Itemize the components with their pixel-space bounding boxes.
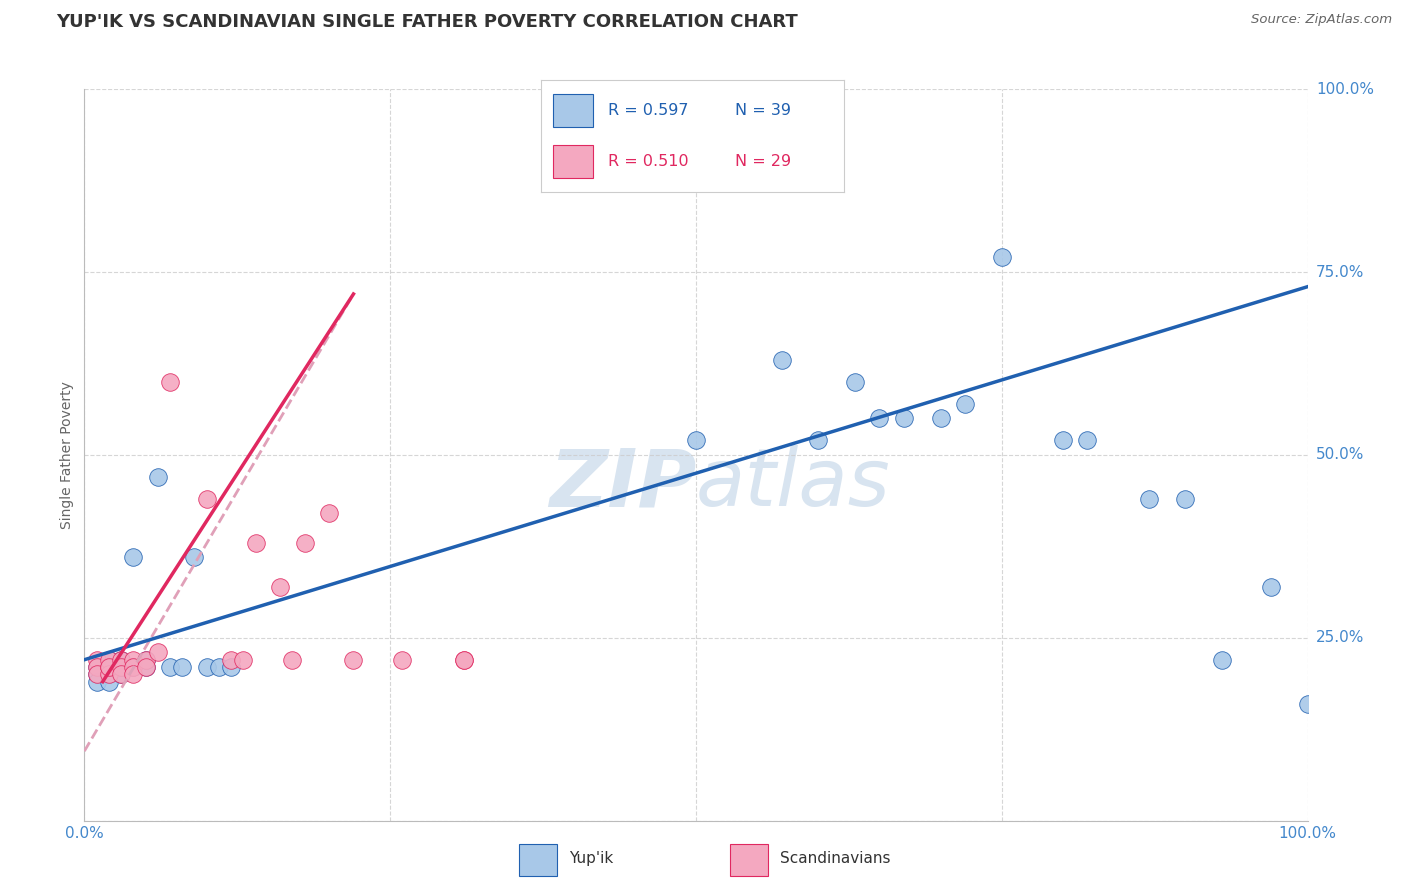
Point: [110, 660, 132, 674]
Point: [86, 674, 108, 689]
Point: [135, 660, 157, 674]
Point: [318, 507, 340, 521]
Point: [990, 251, 1012, 265]
FancyBboxPatch shape: [554, 145, 593, 178]
Text: atlas: atlas: [696, 445, 891, 524]
Point: [685, 434, 707, 448]
Text: Scandinavians: Scandinavians: [780, 851, 891, 866]
Text: YUP'IK VS SCANDINAVIAN SINGLE FATHER POVERTY CORRELATION CHART: YUP'IK VS SCANDINAVIAN SINGLE FATHER POV…: [56, 13, 799, 31]
Point: [86, 660, 108, 674]
Point: [269, 580, 291, 594]
Text: Yup'ik: Yup'ik: [569, 851, 613, 866]
Point: [86, 667, 108, 681]
Point: [391, 653, 413, 667]
Point: [97, 653, 120, 667]
Text: N = 29: N = 29: [735, 154, 792, 169]
Point: [122, 667, 145, 681]
Point: [122, 653, 145, 667]
Point: [135, 653, 157, 667]
Point: [245, 535, 267, 549]
FancyBboxPatch shape: [519, 844, 557, 876]
Point: [1137, 491, 1160, 506]
Point: [122, 660, 145, 674]
Point: [232, 653, 254, 667]
Point: [1211, 653, 1233, 667]
Point: [770, 352, 793, 367]
Text: 50.0%: 50.0%: [1316, 448, 1364, 462]
Point: [1174, 491, 1197, 506]
Point: [146, 645, 169, 659]
Point: [1296, 697, 1319, 711]
Point: [97, 660, 120, 674]
Point: [110, 667, 132, 681]
Point: [159, 375, 181, 389]
Point: [146, 470, 169, 484]
Point: [122, 660, 145, 674]
Point: [453, 653, 475, 667]
Point: [97, 667, 120, 681]
Point: [1076, 434, 1098, 448]
Text: R = 0.510: R = 0.510: [607, 154, 689, 169]
Point: [110, 660, 132, 674]
FancyBboxPatch shape: [730, 844, 768, 876]
Point: [195, 491, 218, 506]
Point: [195, 660, 218, 674]
Text: R = 0.597: R = 0.597: [607, 103, 689, 118]
Point: [135, 660, 157, 674]
Point: [135, 653, 157, 667]
Text: 75.0%: 75.0%: [1316, 265, 1364, 279]
Point: [208, 660, 231, 674]
Point: [929, 411, 952, 425]
Point: [97, 667, 120, 681]
Point: [97, 660, 120, 674]
Point: [342, 653, 364, 667]
Point: [110, 653, 132, 667]
Point: [110, 660, 132, 674]
Point: [281, 653, 304, 667]
Point: [869, 411, 891, 425]
Text: 100.0%: 100.0%: [1316, 82, 1374, 96]
Point: [219, 660, 242, 674]
Point: [110, 667, 132, 681]
Text: Source: ZipAtlas.com: Source: ZipAtlas.com: [1251, 13, 1392, 27]
Point: [183, 550, 205, 565]
FancyBboxPatch shape: [554, 94, 593, 128]
Point: [219, 653, 242, 667]
Point: [1052, 434, 1074, 448]
Point: [893, 411, 915, 425]
Point: [97, 660, 120, 674]
Point: [294, 535, 316, 549]
Point: [86, 660, 108, 674]
Point: [172, 660, 194, 674]
Point: [453, 653, 475, 667]
Y-axis label: Single Father Poverty: Single Father Poverty: [60, 381, 75, 529]
Point: [844, 375, 866, 389]
Point: [86, 653, 108, 667]
Point: [97, 674, 120, 689]
Point: [159, 660, 181, 674]
Point: [807, 434, 830, 448]
Point: [1260, 580, 1282, 594]
Point: [86, 667, 108, 681]
Text: 25.0%: 25.0%: [1316, 631, 1364, 645]
Text: ZIP: ZIP: [548, 445, 696, 524]
Point: [122, 550, 145, 565]
Text: N = 39: N = 39: [735, 103, 790, 118]
Point: [97, 653, 120, 667]
Point: [953, 397, 976, 411]
Point: [110, 653, 132, 667]
Point: [97, 660, 120, 674]
